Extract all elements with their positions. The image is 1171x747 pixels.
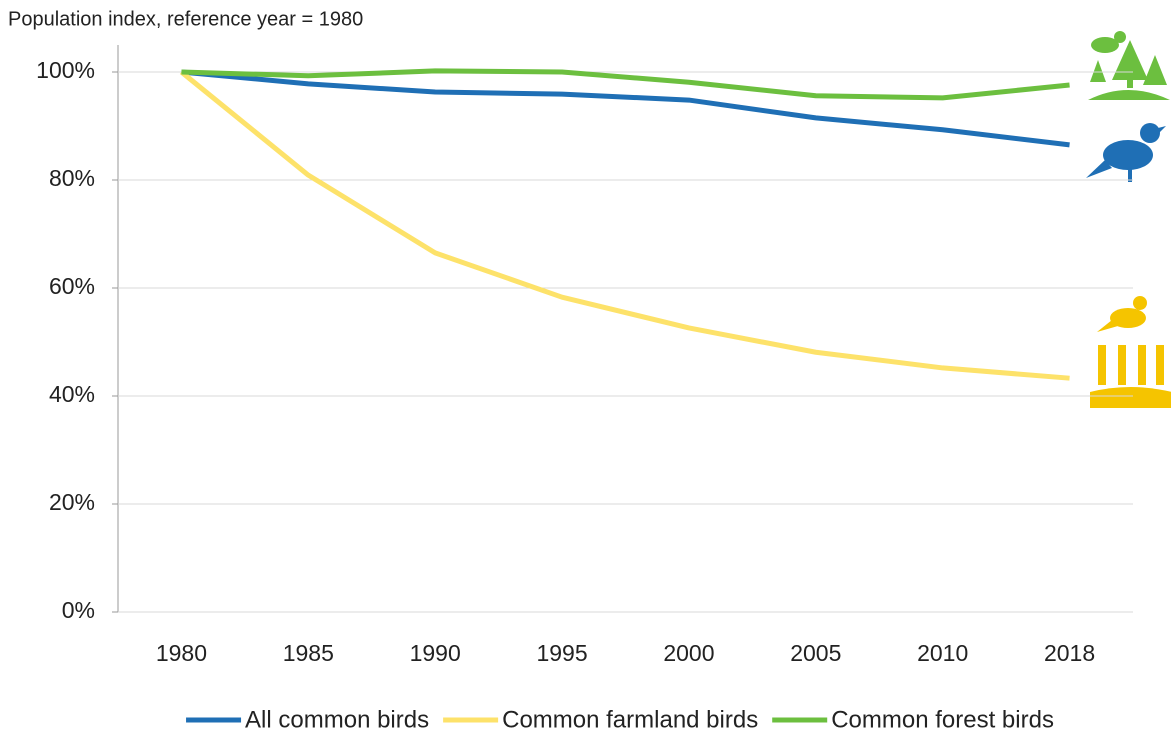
x-tick-label: 1990	[410, 640, 461, 666]
series-line	[181, 69, 1070, 148]
y-tick-label: 80%	[49, 165, 95, 191]
y-tick-label: 0%	[62, 597, 95, 623]
x-tick-label: 2000	[663, 640, 714, 666]
x-tick-label: 2018	[1044, 640, 1095, 666]
y-tick-label: 20%	[49, 489, 95, 515]
y-tick-label: 40%	[49, 381, 95, 407]
farmland-icon	[1090, 296, 1171, 408]
y-tick-label: 60%	[49, 273, 95, 299]
series-line	[179, 70, 1070, 381]
legend-label: All common birds	[245, 706, 429, 733]
series-line	[181, 68, 1070, 101]
x-tick-label: 1980	[156, 640, 207, 666]
x-tick-label: 1985	[283, 640, 334, 666]
legend-label: Common forest birds	[831, 706, 1054, 733]
x-tick-label: 2010	[917, 640, 968, 666]
chart-title: Population index, reference year = 1980	[8, 8, 363, 30]
forest-icon	[1088, 31, 1170, 100]
legend-label: Common farmland birds	[502, 706, 758, 733]
bird-icon	[1086, 123, 1166, 182]
x-tick-label: 2005	[790, 640, 841, 666]
y-tick-label: 100%	[36, 57, 95, 83]
x-tick-label: 1995	[536, 640, 587, 666]
